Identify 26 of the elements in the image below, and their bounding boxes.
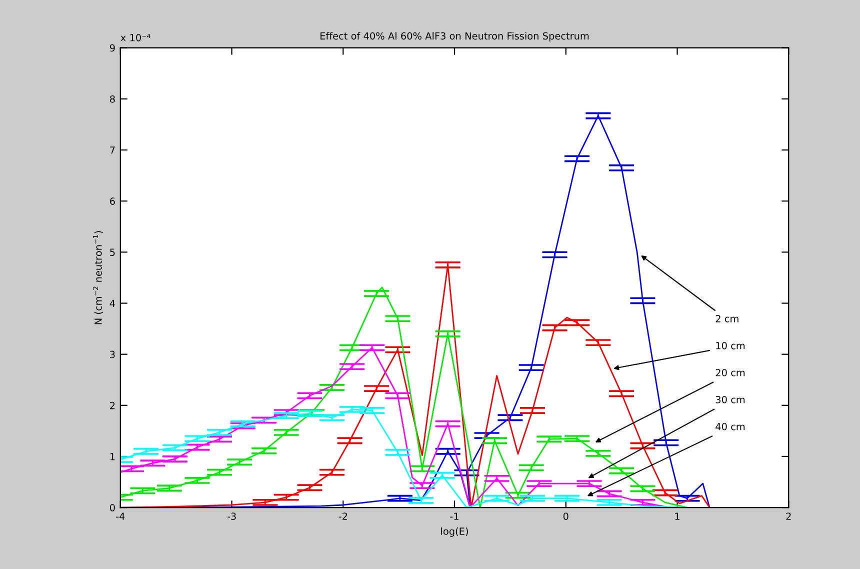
y-tick-label: 1 [110, 453, 115, 460]
x-tick-label: 2 [786, 512, 791, 520]
annotation: 20 cm [716, 368, 745, 376]
y-tick-label: 0 [110, 504, 115, 512]
annotation: 2 cm [716, 314, 738, 322]
y-axis-title: N (cm$^{−2}$ neutron$^{−1}$) [92, 231, 103, 324]
y-tick-label: 7 [110, 146, 115, 154]
chart-title: Effect of 40% Al 60% AlF3 on Neutron Fission Spectrum [320, 32, 589, 42]
y-tick-label: 6 [110, 198, 115, 205]
y-tick-label: 5 [110, 248, 115, 256]
annotation: 30 cm [716, 396, 745, 404]
x-tick-label: -2 [338, 512, 348, 520]
x-tick-label: 1 [675, 512, 680, 520]
annotation: 10 cm [716, 342, 745, 350]
y-tick-label: 3 [110, 350, 115, 358]
annotation: 40 cm [716, 422, 745, 430]
y-tick-label: 9 [110, 44, 115, 52]
x-tick-label: -3 [227, 512, 236, 520]
text: x 10⁻⁴ [120, 34, 150, 42]
x-tick-label: -1 [450, 512, 458, 520]
x-tick-label: 0 [563, 512, 568, 520]
x-axis-title: log(E) [441, 527, 468, 537]
y-tick-label: 8 [110, 95, 115, 103]
y-tick-label: 2 [110, 402, 115, 410]
x-tick-label: -4 [116, 512, 125, 520]
y-tick-label: 4 [110, 300, 115, 307]
